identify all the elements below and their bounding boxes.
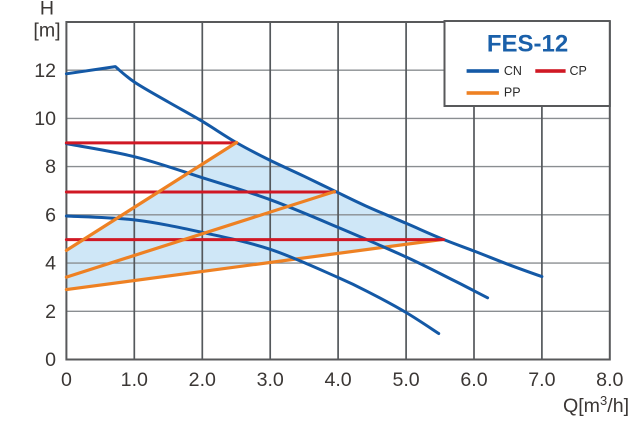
svg-text:0: 0 [61,369,72,391]
svg-text:FES-12: FES-12 [487,30,568,57]
svg-text:4.0: 4.0 [324,369,351,391]
svg-text:4: 4 [45,253,56,275]
svg-text:10: 10 [34,108,56,130]
svg-text:CN: CN [504,64,522,78]
svg-text:[m]: [m] [33,20,60,42]
svg-text:3.0: 3.0 [257,369,284,391]
svg-text:12: 12 [34,60,56,82]
svg-text:8: 8 [45,156,56,178]
svg-text:7.0: 7.0 [528,369,555,391]
svg-text:2.0: 2.0 [189,369,216,391]
svg-text:1.0: 1.0 [121,369,148,391]
svg-text:2: 2 [45,301,56,323]
svg-text:PP: PP [504,86,521,100]
svg-text:6.0: 6.0 [460,369,487,391]
svg-text:5.0: 5.0 [392,369,419,391]
svg-text:CP: CP [570,64,587,78]
svg-text:6: 6 [45,204,56,226]
svg-text:Q[m3/h]: Q[m3/h] [563,393,629,417]
svg-text:H: H [40,0,54,20]
svg-text:0: 0 [45,349,56,371]
svg-text:8.0: 8.0 [596,369,623,391]
